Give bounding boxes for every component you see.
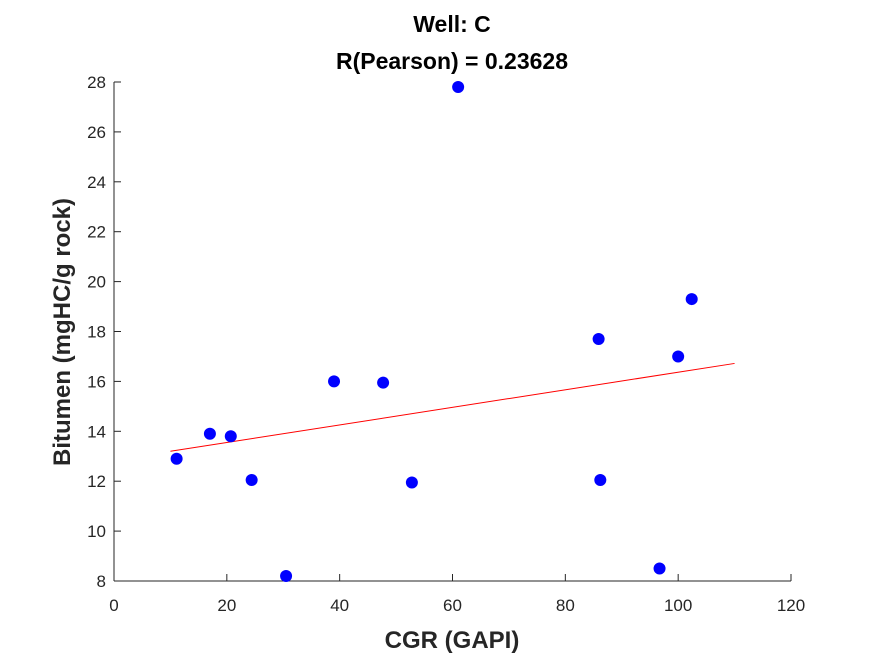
x-tick-label: 80	[556, 596, 575, 615]
fit-line	[170, 362, 735, 452]
data-point	[653, 562, 666, 575]
x-tick-label: 60	[443, 596, 462, 615]
data-point	[685, 293, 698, 306]
y-axis-label: Bitumen (mgHC/g rock)	[49, 198, 76, 466]
chart-subtitle: R(Pearson) = 0.23628	[336, 48, 568, 74]
axes: 0 20 40 60 80 100 120 8 10 12 14 16 18 20 22 24 26 28	[87, 73, 805, 615]
data-points	[170, 80, 698, 583]
y-tick-label: 14	[87, 422, 106, 441]
x-tick-label: 120	[777, 596, 805, 615]
y-tick-label: 20	[87, 273, 106, 292]
data-point	[594, 473, 607, 486]
y-tick-label: 10	[87, 522, 106, 541]
x-tick-label: 20	[217, 596, 236, 615]
x-tick-label: 40	[330, 596, 349, 615]
data-point	[405, 476, 418, 489]
y-tick-label: 26	[87, 123, 106, 142]
data-point	[245, 473, 258, 486]
data-point	[328, 375, 341, 388]
data-point	[672, 350, 685, 363]
data-point	[377, 376, 390, 389]
fit-line-group	[170, 362, 735, 452]
x-tick-label: 0	[109, 596, 118, 615]
x-axis-label: CGR (GAPI)	[385, 627, 520, 654]
y-tick-label: 16	[87, 372, 106, 391]
data-point	[280, 570, 293, 583]
chart-title: Well: C	[413, 11, 491, 37]
data-point	[452, 80, 465, 93]
y-tick-label: 22	[87, 223, 106, 242]
x-tick-label: 100	[664, 596, 692, 615]
y-tick-label: 8	[97, 572, 106, 591]
y-tick-label: 18	[87, 323, 106, 342]
data-point	[592, 332, 605, 345]
y-tick-label: 12	[87, 472, 106, 491]
y-tick-label: 28	[87, 73, 106, 92]
data-point	[224, 430, 237, 443]
y-tick-label: 24	[87, 173, 106, 192]
data-point	[203, 427, 216, 440]
data-point	[170, 452, 183, 465]
